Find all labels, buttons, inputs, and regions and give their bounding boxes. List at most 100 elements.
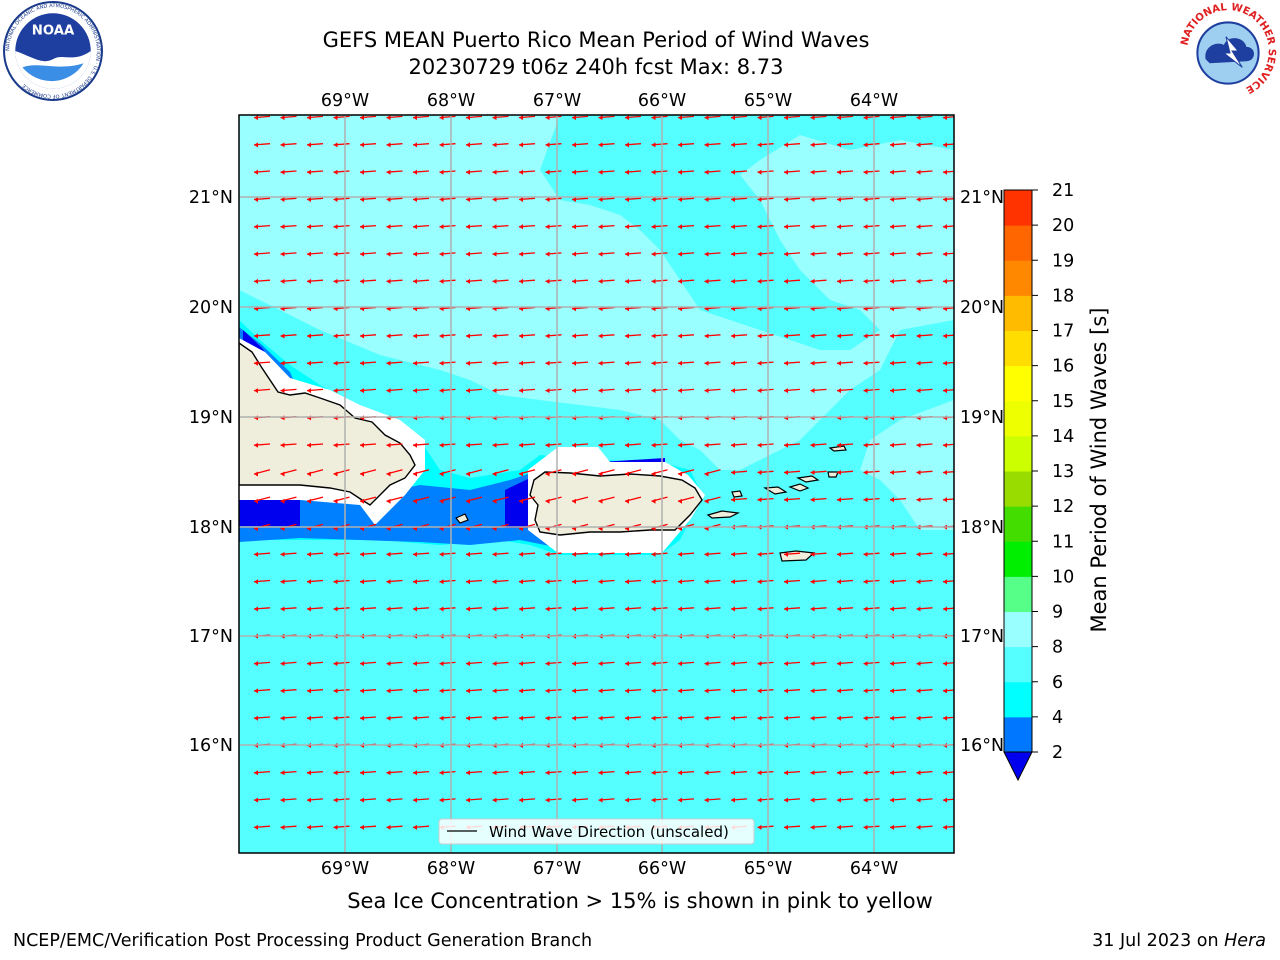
- wind-arrow-head: [413, 333, 417, 339]
- wind-arrow-head: [837, 169, 841, 175]
- wind-arrow-head: [943, 661, 947, 667]
- wind-arrow-head: [280, 606, 285, 612]
- wind-arrow-head: [704, 115, 709, 121]
- wind-arrow-head: [254, 579, 258, 585]
- wind-arrow-head: [386, 498, 391, 504]
- wind-arrow-head: [439, 606, 444, 612]
- wind-arrow-head: [466, 498, 470, 504]
- wind-arrow-head: [810, 333, 815, 339]
- colorbar-segment: [1004, 225, 1032, 261]
- wind-arrow-head: [492, 169, 497, 175]
- wind-arrow-head: [598, 388, 603, 394]
- lon-tick-label-bottom: 67°W: [533, 859, 581, 879]
- wind-arrow-head: [466, 278, 470, 284]
- wind-arrow-head: [731, 470, 735, 475]
- wind-arrow-head: [307, 606, 311, 612]
- wind-arrow-head: [651, 498, 656, 504]
- wind-arrow-head: [572, 442, 576, 448]
- wind-arrow-head: [439, 278, 444, 284]
- wind-arrow-head: [598, 224, 603, 230]
- wind-arrow-head: [704, 278, 709, 284]
- colorbar-tick-label: 15: [1052, 392, 1074, 412]
- wind-arrow-head: [757, 388, 762, 394]
- wind-arrow-head: [333, 770, 338, 776]
- wind-arrow-head: [413, 224, 417, 230]
- wind-arrow-head: [757, 360, 762, 366]
- wind-arrow-head: [678, 579, 682, 585]
- wind-arrow-head: [492, 333, 497, 339]
- wind-arrow-head: [731, 797, 735, 803]
- wind-arrow-head: [757, 715, 762, 721]
- lat-tick-label-left: 20°N: [189, 298, 233, 318]
- wind-arrow-head: [572, 797, 576, 803]
- wind-arrow-head: [360, 688, 364, 694]
- colorbar-tick-label: 18: [1052, 286, 1074, 306]
- wind-arrow-head: [307, 579, 311, 585]
- wind-arrow-head: [439, 360, 444, 366]
- wind-arrow-head: [413, 770, 417, 776]
- wind-arrow-head: [545, 471, 550, 477]
- wind-arrow-head: [413, 824, 417, 830]
- wind-arrow-head: [890, 661, 894, 667]
- ocean-dark-core-mona: [505, 478, 534, 528]
- wind-arrow-head: [678, 797, 682, 803]
- wind-arrow-head: [863, 579, 868, 585]
- island-culebra: [731, 490, 743, 498]
- wind-arrow-head: [625, 115, 629, 121]
- wind-arrow-head: [360, 333, 364, 339]
- wind-arrow-head: [598, 498, 603, 504]
- wind-arrow-head: [890, 388, 894, 394]
- wind-arrow-head: [307, 661, 311, 667]
- wind-arrow-head: [943, 388, 947, 394]
- colorbar-tick-label: 2: [1052, 743, 1063, 763]
- wind-arrow-head: [492, 224, 497, 230]
- wind-arrow-head: [890, 333, 894, 339]
- wind-arrow-head: [386, 471, 391, 477]
- wind-arrow-head: [439, 688, 444, 694]
- map-legend: Wind Wave Direction (unscaled): [438, 818, 755, 845]
- wind-arrow-head: [280, 360, 285, 366]
- colorbar-segment: [1004, 435, 1032, 472]
- island-tortola: [796, 475, 820, 483]
- wind-arrow-head: [757, 333, 762, 339]
- wind-arrow-head: [810, 224, 815, 230]
- wind-arrow-head: [916, 360, 921, 366]
- wind-arrow-head: [439, 251, 444, 257]
- wind-arrow-head: [943, 360, 947, 366]
- wind-arrow-head: [863, 224, 868, 230]
- wind-arrow-head: [731, 251, 735, 257]
- sea-ice-note: Sea Ice Concentration > 15% is shown in …: [347, 889, 933, 913]
- wind-arrow-head: [413, 142, 417, 148]
- wind-arrow-head: [784, 688, 788, 694]
- wind-arrow-head: [466, 715, 470, 721]
- wind-arrow-head: [360, 142, 364, 148]
- ocean-light-region-east: [860, 400, 954, 530]
- wind-arrow-head: [333, 278, 338, 284]
- wind-arrow-head: [625, 797, 629, 803]
- wind-arrow-head: [307, 388, 311, 394]
- wind-arrow-head: [572, 169, 576, 175]
- colorbar-tick-label: 13: [1052, 462, 1074, 482]
- wind-arrow-head: [943, 688, 947, 694]
- wind-arrow-head: [545, 142, 550, 148]
- ocean-main-tongue: [540, 115, 954, 350]
- wind-arrow-head: [943, 824, 947, 830]
- wind-arrow-head: [651, 142, 656, 148]
- wind-arrow-head: [810, 824, 815, 830]
- colorbar-segment: [1004, 576, 1032, 612]
- wind-arrow-head: [333, 224, 338, 230]
- wind-arrow-head: [651, 715, 656, 721]
- wind-arrow-head: [439, 471, 444, 477]
- wind-arrow-head: [651, 197, 656, 202]
- wind-arrow-head: [810, 169, 815, 175]
- wind-arrow-head: [572, 579, 576, 585]
- wind-arrow-head: [810, 442, 815, 448]
- wind-arrow-head: [784, 470, 788, 475]
- wind-arrow-head: [678, 688, 682, 694]
- colorbar-segment: [1004, 681, 1032, 718]
- wind-arrow-head: [545, 224, 550, 230]
- wind-arrow-head: [810, 688, 815, 694]
- wind-arrow-head: [784, 388, 788, 394]
- wind-arrow-head: [863, 470, 868, 475]
